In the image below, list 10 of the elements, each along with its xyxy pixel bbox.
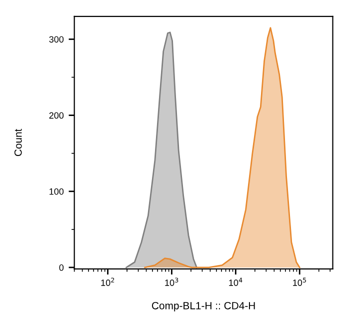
x-axis-title: Comp-BL1-H :: CD4-H (152, 302, 255, 312)
x-tick-label: 10$^{4}$ (229, 278, 242, 286)
y-tick-label: 200 (49, 112, 64, 119)
y-axis-title: Count (14, 128, 22, 156)
x-tick-label: 10$^{5}$ (293, 278, 306, 286)
x-tick-label: 10$^{3}$ (165, 278, 178, 286)
y-tick-label: 100 (50, 188, 64, 195)
x-tick-label: 10$^{2}$ (101, 278, 114, 286)
y-tick-label: 0 (59, 264, 64, 271)
y-tick-label: 300 (49, 36, 64, 43)
